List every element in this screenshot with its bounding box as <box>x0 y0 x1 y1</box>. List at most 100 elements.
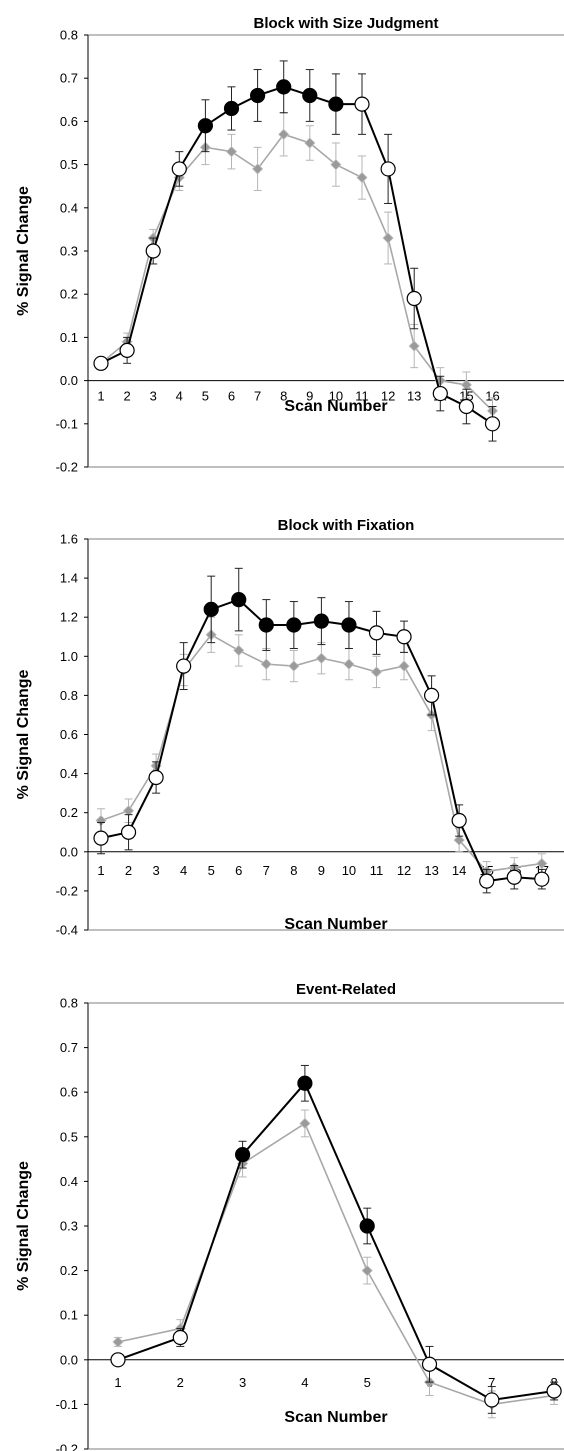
x-tick-label: 4 <box>180 863 187 878</box>
filled-circle-point <box>197 118 213 134</box>
filled-circle-point <box>250 87 266 104</box>
gray-diamond-point <box>233 644 245 657</box>
x-tick-label: 5 <box>364 1375 371 1390</box>
x-tick-label: 12 <box>381 389 395 404</box>
y-tick-label: 0.8 <box>60 996 78 1011</box>
y-tick-label: 0.3 <box>60 1219 78 1234</box>
y-axis-label: % Signal Change <box>15 186 32 316</box>
black-series-line <box>100 85 494 425</box>
y-axis-label: % Signal Change <box>15 1161 32 1291</box>
open-circle-point <box>380 161 396 177</box>
y-tick-label: 0.4 <box>60 200 78 215</box>
x-tick-label: 12 <box>397 863 411 878</box>
x-tick-label: 13 <box>407 389 421 404</box>
open-circle-point <box>451 812 467 829</box>
filled-circle-point <box>223 100 240 117</box>
open-circle-point <box>396 629 412 645</box>
open-circle-point <box>534 871 550 887</box>
y-tick-label: 0.1 <box>60 1308 78 1323</box>
gray-diamond-point <box>343 658 355 670</box>
x-tick-label: 3 <box>152 863 159 878</box>
y-tick-label: 0.8 <box>60 688 78 703</box>
open-circle-point <box>354 96 370 112</box>
x-tick-label: 11 <box>370 863 384 878</box>
x-tick-label: 10 <box>342 863 356 878</box>
filled-circle-point <box>203 601 219 617</box>
y-tick-label: 0.5 <box>60 157 78 172</box>
y-tick-label: 0.0 <box>60 373 78 388</box>
gray-diamond-point <box>112 1336 124 1348</box>
filled-circle-point <box>286 617 302 633</box>
filled-circle-point <box>313 613 329 629</box>
x-tick-label: 4 <box>176 389 183 404</box>
open-circle-point <box>479 873 495 889</box>
y-tick-label: 0.2 <box>60 1263 78 1278</box>
y-tick-label: 0.0 <box>60 1352 78 1367</box>
y-tick-label: 0.4 <box>60 766 78 781</box>
open-circle-point <box>546 1383 562 1399</box>
x-tick-label: 9 <box>318 863 325 878</box>
y-tick-label: 0.8 <box>60 28 78 43</box>
gray-diamond-point <box>315 652 327 664</box>
open-circle-point <box>368 625 385 641</box>
y-tick-label: -0.2 <box>56 460 78 475</box>
y-tick-label: -0.2 <box>56 1442 78 1451</box>
x-tick-label: 6 <box>228 389 235 404</box>
gray-diamond-point <box>536 857 548 870</box>
y-tick-label: 0.2 <box>60 287 78 302</box>
y-tick-label: -0.1 <box>56 416 78 431</box>
x-tick-label: 2 <box>123 389 130 404</box>
x-tick-label: 2 <box>125 863 132 878</box>
y-tick-label: 1.4 <box>60 571 78 586</box>
y-axis-label: % Signal Change <box>15 670 32 800</box>
gray-diamond-point <box>356 171 368 184</box>
gray-diamond-point <box>382 232 394 244</box>
x-tick-label: 11 <box>355 389 369 404</box>
open-circle-point <box>484 1392 500 1408</box>
gray-diamond-point <box>408 340 420 352</box>
filled-circle-point <box>297 1075 313 1091</box>
gray-diamond-point <box>260 658 272 670</box>
open-circle-point <box>171 161 187 177</box>
y-tick-label: 0.5 <box>60 1129 78 1144</box>
x-tick-label: 3 <box>239 1375 246 1390</box>
open-circle-point <box>172 1329 188 1346</box>
x-tick-label: 7 <box>488 1375 495 1390</box>
open-circle-point <box>406 290 422 307</box>
y-tick-label: 0.3 <box>60 244 78 259</box>
y-tick-label: -0.2 <box>56 883 78 898</box>
y-tick-label: -0.1 <box>56 1397 78 1412</box>
y-tick-label: 0.6 <box>60 1085 78 1100</box>
x-tick-label: 4 <box>301 1375 308 1390</box>
gray-diamond-point <box>398 660 410 672</box>
gray-diamond-point <box>370 666 383 678</box>
y-tick-label: 1.6 <box>60 532 78 547</box>
y-tick-label: -0.4 <box>56 923 78 938</box>
gray-diamond-point <box>304 137 316 149</box>
gray-diamond-point <box>225 146 238 158</box>
filled-circle-point <box>258 617 274 633</box>
filled-circle-point <box>231 592 247 608</box>
x-tick-label: 7 <box>263 863 270 878</box>
chart-title: Block with Fixation <box>278 517 415 534</box>
open-circle-point <box>93 355 109 371</box>
open-circle-point <box>432 385 448 402</box>
y-tick-label: 0.1 <box>60 330 78 345</box>
chart-panel-2: Block with Fixation 1.6 1.4 1.2 1.0 0.8 0.6 0.4… <box>15 517 564 938</box>
x-tick-label: 1 <box>114 1375 121 1390</box>
filled-circle-point <box>359 1218 375 1234</box>
x-tick-label: 3 <box>150 389 157 404</box>
y-tick-label: 0.2 <box>60 805 78 820</box>
x-tick-label: 5 <box>202 389 209 404</box>
gray-diamond-point <box>330 159 342 171</box>
x-tick-label: 9 <box>306 389 313 404</box>
gray-series-line <box>117 1122 555 1406</box>
gray-diamond-point <box>278 128 290 140</box>
filled-circle-point <box>341 617 357 633</box>
x-axis-label: Scan Number <box>284 1409 387 1426</box>
y-tick-label: 0.6 <box>60 727 78 742</box>
x-tick-label: 8 <box>290 863 297 878</box>
filled-circle-point <box>302 87 318 104</box>
